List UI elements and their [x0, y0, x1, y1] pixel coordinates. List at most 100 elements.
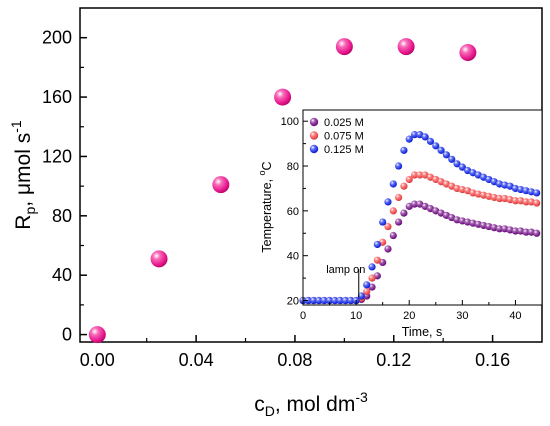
inset-data-point [522, 198, 530, 206]
main-data-point [335, 38, 353, 56]
lamp-on-annotation: lamp on [326, 264, 365, 276]
legend-label: 0.125 M [324, 144, 364, 156]
inset-data-point [453, 160, 461, 168]
inset-y-axis-label: Temperature, oC [257, 161, 274, 252]
main-x-axis-label: cD, mol dm-3 [254, 389, 368, 419]
main-x-tick-label: 0.08 [277, 350, 312, 370]
inset-data-point [373, 256, 381, 264]
inset-data-point [442, 151, 450, 159]
inset-data-point [533, 199, 541, 207]
inset-data-point [363, 287, 371, 296]
main-y-tick-label: 0 [62, 325, 72, 345]
inset-data-point [373, 240, 381, 249]
inset-data-point [395, 218, 403, 226]
inset-data-series [299, 131, 541, 305]
inset-data-point [368, 274, 376, 282]
inset-data-point [495, 225, 504, 233]
inset-series-0-125-M [299, 131, 541, 305]
inset-data-point [395, 162, 403, 170]
inset-data-point [533, 189, 541, 197]
inset-data-point [400, 209, 408, 217]
main-y-tick-label: 200 [42, 28, 72, 48]
main-data-points [88, 38, 477, 344]
main-y-axis: 0 40 80 120 160 200 [42, 28, 87, 345]
inset-data-point [410, 171, 419, 179]
inset-data-point [437, 146, 445, 154]
inset-data-point [405, 135, 413, 143]
main-y-tick-label: 120 [42, 146, 72, 166]
inset-data-point [432, 142, 440, 150]
inset-y-axis: 20 40 60 80 100 [281, 116, 308, 308]
inset-data-point [320, 296, 328, 305]
inset-data-point [495, 194, 504, 203]
inset-data-point [405, 175, 413, 184]
inset-plot-frame [302, 109, 543, 306]
main-data-point [212, 176, 230, 194]
inset-y-tick-label: 100 [281, 116, 299, 128]
inset-data-point [458, 163, 466, 171]
inset-data-point [400, 146, 408, 154]
inset-data-point [410, 200, 419, 208]
main-x-tick-label: 0.16 [475, 350, 510, 370]
inset-data-point [389, 207, 397, 215]
inset-data-point [379, 218, 387, 226]
inset-x-tick-label: 30 [456, 310, 468, 322]
inset-data-point [400, 182, 408, 190]
main-x-tick-label: 0.04 [179, 350, 214, 370]
inset-x-tick-label: 40 [509, 310, 521, 322]
inset-data-point [384, 222, 392, 231]
main-data-point [88, 326, 106, 344]
inset-x-tick-label: 20 [403, 310, 415, 322]
inset-x-axis-label: Time, s [402, 325, 443, 339]
inset-y-tick-label: 60 [287, 206, 299, 218]
inset-data-point [421, 133, 429, 141]
inset-data-point [384, 245, 392, 253]
main-y-tick-label: 160 [42, 87, 72, 107]
inset-data-point [336, 296, 344, 305]
inset-data-point [426, 137, 435, 145]
inset-y-tick-label: 20 [287, 296, 299, 308]
inset-data-point [522, 228, 530, 236]
main-y-axis-label: Rp, μmol s-1 [8, 120, 38, 230]
inset-legend: 0.025 M 0.075 M0.125 M [309, 117, 364, 156]
inset-data-point [331, 296, 339, 305]
inset-data-point [511, 197, 520, 205]
inset-data-point [389, 180, 397, 188]
legend-marker [309, 144, 319, 154]
inset-y-tick-label: 80 [287, 161, 299, 173]
legend-marker [309, 131, 319, 140]
main-data-point [397, 38, 415, 56]
inset-y-tick-label: 40 [287, 251, 299, 263]
main-data-point [274, 88, 292, 106]
inset-data-point [304, 296, 312, 305]
inset-data-point [357, 292, 366, 300]
inset-data-point [511, 227, 520, 235]
legend-marker [309, 117, 319, 127]
inset-x-tick-label: 0 [300, 310, 306, 322]
main-data-point [459, 44, 477, 62]
inset-data-point [533, 229, 541, 237]
inset-data-point [416, 171, 424, 179]
main-x-tick-label: 0.00 [80, 350, 115, 370]
inset-data-point [315, 296, 323, 305]
legend-label: 0.075 M [324, 131, 364, 143]
inset-data-point [395, 193, 403, 202]
inset-data-point [310, 296, 318, 305]
main-y-tick-label: 40 [52, 265, 72, 285]
inset-x-axis: 0 10 20 30 40 [300, 300, 522, 322]
main-x-tick-label: 0.12 [376, 350, 411, 370]
inset-data-point [363, 281, 371, 289]
inset-data-point [384, 198, 392, 206]
inset-data-point [341, 296, 350, 305]
inset-data-point [368, 263, 376, 271]
inset-data-point [448, 155, 456, 163]
inset-data-point [389, 231, 397, 240]
inset-data-point [325, 296, 334, 305]
legend-label: 0.025 M [324, 117, 364, 129]
main-data-point [150, 250, 168, 268]
inset-data-point [410, 131, 419, 139]
main-y-tick-label: 80 [52, 206, 72, 226]
